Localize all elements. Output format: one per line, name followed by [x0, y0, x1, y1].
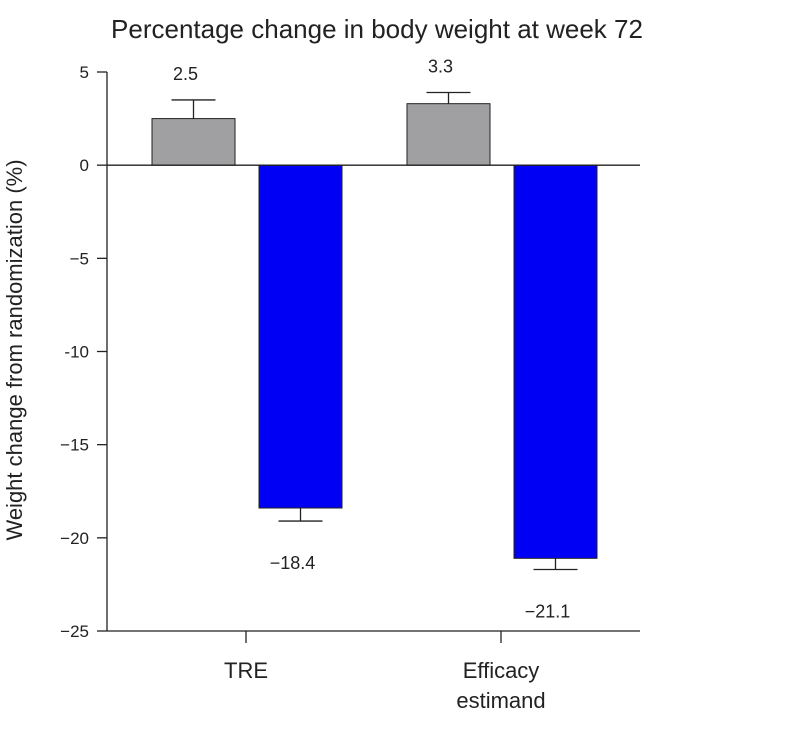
y-tick-label: 5	[80, 63, 89, 82]
bar	[151, 118, 236, 166]
data-label: 2.5	[173, 64, 198, 84]
y-tick-label: -10	[64, 343, 89, 362]
chart-title: Percentage change in body weight at week…	[111, 14, 643, 44]
y-tick-label: −20	[60, 529, 89, 548]
x-category-label: estimand	[456, 688, 545, 713]
bar	[513, 164, 598, 559]
y-tick-label: −25	[60, 622, 89, 641]
y-tick-label: 0	[80, 156, 89, 175]
x-category-label: Efficacy	[463, 658, 540, 683]
bar	[258, 164, 343, 509]
x-category-label: TRE	[224, 658, 268, 683]
y-tick-label: −15	[60, 436, 89, 455]
plot-area: 5 0 −5 -10 −15 −20 −25 2.5 3.3 −18.4 −21.1 TRE Effic…	[60, 56, 640, 713]
data-label: 3.3	[428, 56, 453, 76]
data-label: −18.4	[270, 553, 316, 573]
y-tick-label: −5	[70, 249, 89, 268]
bar	[406, 103, 491, 166]
data-label: −21.1	[525, 602, 571, 622]
y-axis-label: Weight change from randomization (%)	[2, 159, 27, 540]
